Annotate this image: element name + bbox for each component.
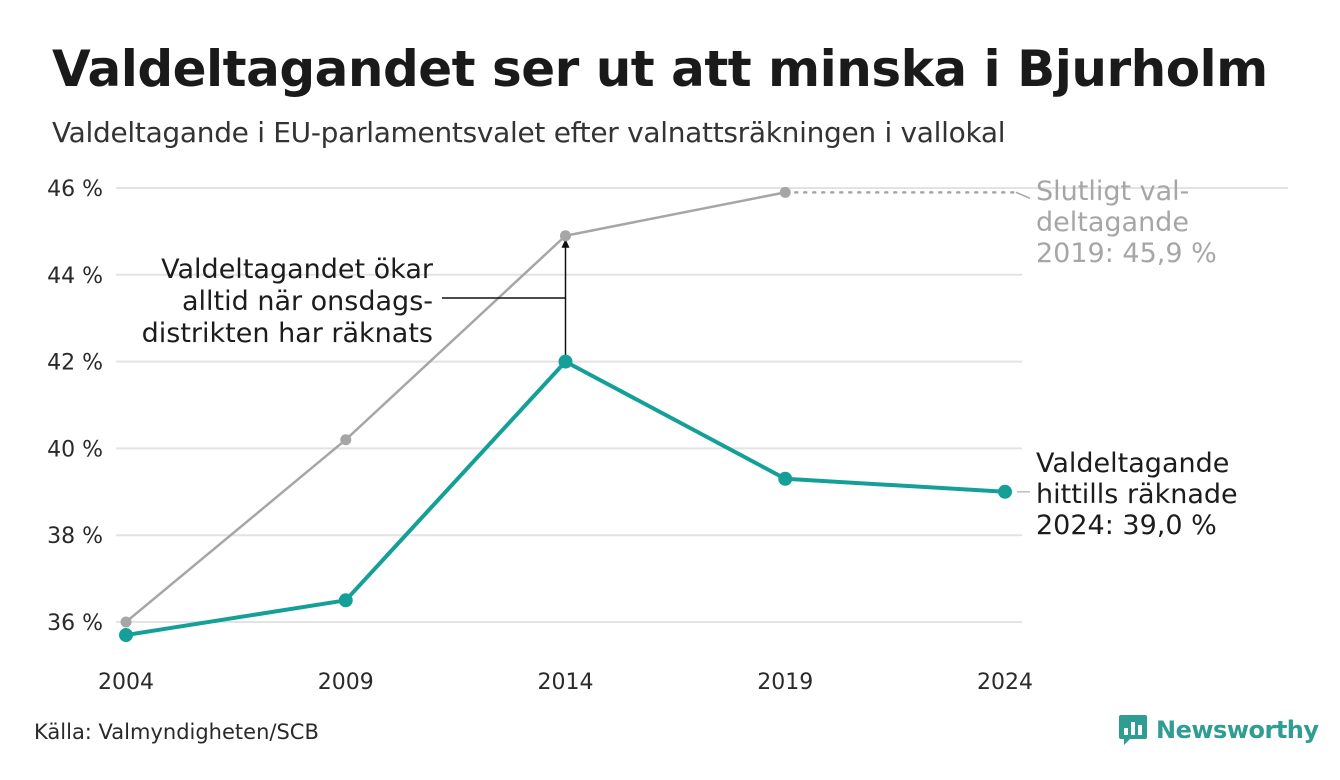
y-tick-label: 38 % <box>47 524 103 549</box>
callout-label-line: Valdeltagandet ökar <box>161 254 434 285</box>
y-tick-label: 46 % <box>47 177 103 202</box>
y-tick-label: 42 % <box>47 351 103 376</box>
x-tick-label: 2014 <box>538 670 594 695</box>
data-point-final <box>560 230 571 242</box>
callout-arrowhead <box>561 238 570 248</box>
final-turnout-label-line: Slutligt val- <box>1036 176 1189 207</box>
current-turnout-label-line: 2024: 39,0 % <box>1036 510 1217 541</box>
x-tick-label: 2024 <box>977 670 1033 695</box>
callout-label: Valdeltagandet ökar alltid när onsdags-di… <box>142 254 434 349</box>
x-tick-label: 2004 <box>98 670 154 695</box>
final-turnout-label-line: 2019: 45,9 % <box>1036 238 1217 269</box>
data-point-election-night <box>778 471 793 486</box>
data-point-final <box>779 186 791 198</box>
data-point-election-night <box>119 628 133 643</box>
current-turnout-label: Valdeltagande hittills räknade 2024: 39,0 … <box>1036 448 1238 541</box>
newsworthy-logo: Newsworthy <box>1118 712 1319 748</box>
chart-subtitle: Valdeltagande i EU-parlamentsvalet efter… <box>52 116 1006 149</box>
y-tick-label: 40 % <box>47 437 103 462</box>
series-line-election-night <box>125 359 1006 637</box>
final-turnout-label-line: deltagande <box>1036 207 1189 238</box>
x-tick-label: 2009 <box>318 670 374 695</box>
data-point-election-night <box>998 484 1012 499</box>
source-note: Källa: Valmyndigheten/SCB <box>34 720 319 744</box>
data-point-final <box>340 434 352 446</box>
data-point-final <box>120 616 132 628</box>
final-turnout-label: Slutligt val-deltagande 2019: 45,9 % <box>1036 176 1217 269</box>
x-tick-label: 2019 <box>757 670 813 695</box>
brand-name: Newsworthy <box>1156 716 1319 744</box>
y-tick-label: 36 % <box>47 611 103 636</box>
current-turnout-label-line: Valdeltagande <box>1036 448 1229 479</box>
chart-title: Valdeltagandet ser ut att minska i Bjurh… <box>52 40 1268 98</box>
current-turnout-label-line: hittills räknade <box>1036 479 1238 510</box>
bar-chart-speech-bubble-icon <box>1119 715 1147 745</box>
data-point-election-night <box>558 354 573 369</box>
leader-line-final-tick <box>1015 191 1031 200</box>
callout-label-line: alltid när onsdags- <box>182 286 433 317</box>
data-point-election-night <box>338 593 353 608</box>
series-line-final <box>125 191 786 623</box>
y-tick-label: 44 % <box>47 264 103 289</box>
callout-label-line: distrikten har räknats <box>142 318 433 349</box>
